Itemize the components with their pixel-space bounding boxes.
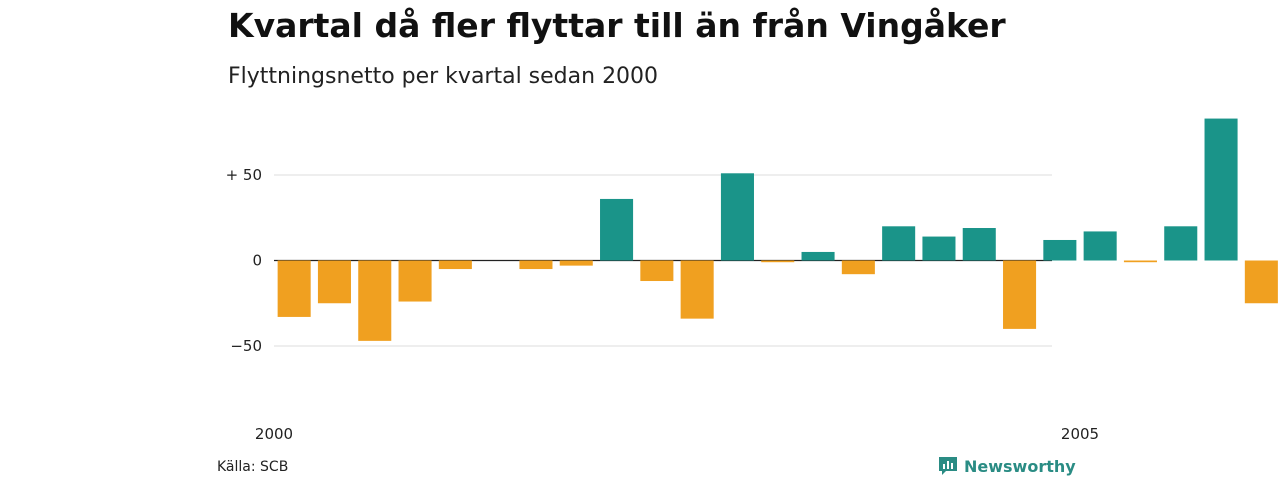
source-note: Källa: SCB <box>217 459 289 475</box>
bar <box>317 260 351 304</box>
y-tick-label: −50 <box>230 337 262 355</box>
bar <box>358 260 392 341</box>
bar <box>277 260 311 317</box>
newsworthy-logo-icon <box>939 457 957 475</box>
chart-title: Kvartal då fler flyttar till än från Vin… <box>228 6 1006 45</box>
bar <box>1003 260 1037 329</box>
chart-subtitle: Flyttningsnetto per kvartal sedan 2000 <box>228 64 659 89</box>
bar <box>882 226 916 261</box>
bar <box>1123 260 1157 263</box>
brand-logo: Newsworthy <box>938 456 1076 476</box>
bar <box>801 251 835 261</box>
bar <box>438 260 472 270</box>
axis-labels: + 500−5020002005201020152020 <box>226 166 1100 443</box>
bar <box>1244 260 1278 304</box>
bar <box>640 260 674 282</box>
bar <box>519 260 553 270</box>
bar <box>761 260 795 263</box>
bar <box>1083 231 1117 261</box>
bars <box>277 118 1278 341</box>
bar <box>1043 239 1077 261</box>
y-tick-label: 0 <box>252 252 262 270</box>
bar <box>720 173 754 261</box>
bar <box>559 260 593 266</box>
bar <box>398 260 432 302</box>
bar <box>922 236 956 261</box>
x-tick-label: 2000 <box>255 425 293 443</box>
bar <box>962 228 996 261</box>
bar <box>841 260 875 275</box>
brand-name: Newsworthy <box>964 456 1076 476</box>
bar <box>1204 118 1238 261</box>
x-tick-label: 2005 <box>1061 425 1099 443</box>
bar <box>600 198 634 261</box>
bar <box>680 260 714 319</box>
y-tick-label: + 50 <box>226 166 262 184</box>
bar <box>1164 226 1198 261</box>
